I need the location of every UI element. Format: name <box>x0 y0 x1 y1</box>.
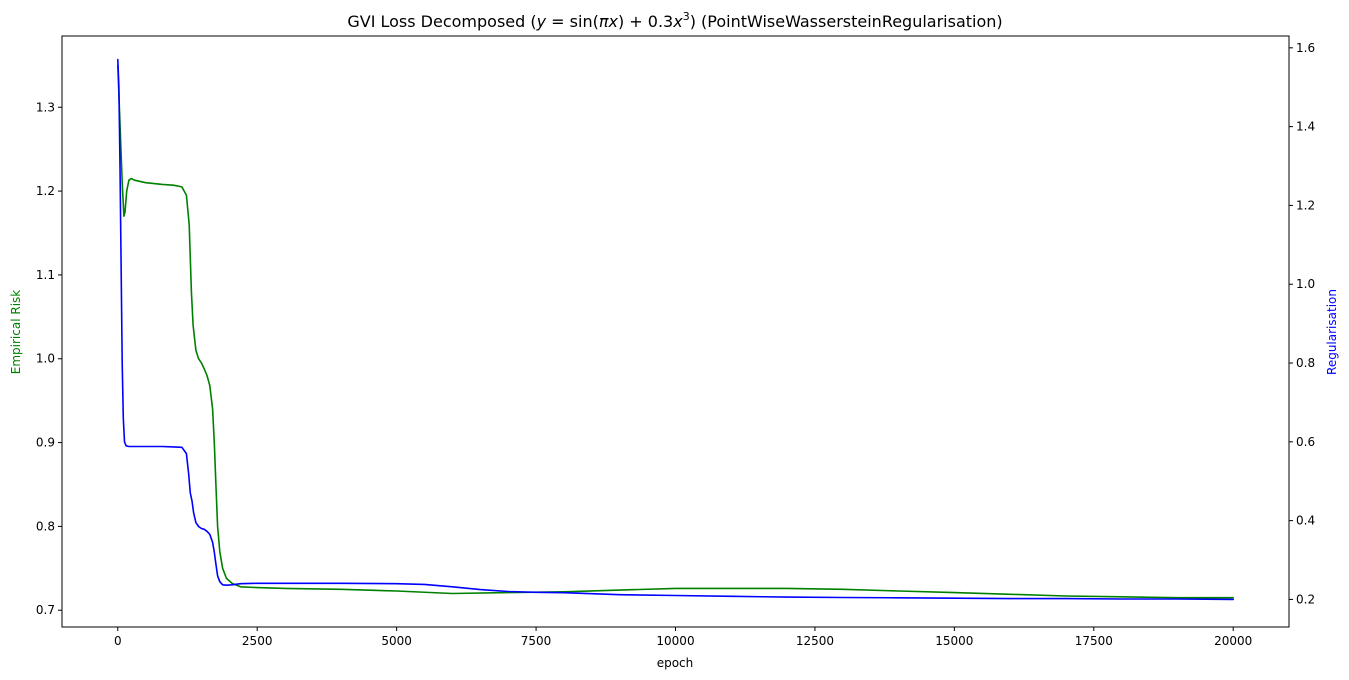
x-axis-ticks: 0 2500 5000 7500 10000 12500 15000 17500 20000 <box>114 627 1252 648</box>
x-tick-label: 0 <box>114 634 122 648</box>
right-y-tick-label: 0.8 <box>1296 356 1315 370</box>
x-tick-label: 20000 <box>1214 634 1252 648</box>
left-y-tick-label: 1.1 <box>36 268 55 282</box>
empirical-risk-line <box>117 64 1234 599</box>
series-group <box>117 58 1234 601</box>
x-tick-label: 15000 <box>935 634 973 648</box>
right-y-axis-label: Regularisation <box>1325 289 1339 375</box>
left-y-tick-label: 0.8 <box>36 519 55 533</box>
left-y-axis-label: Empirical Risk <box>9 290 23 375</box>
left-y-tick-label: 1.3 <box>36 100 55 114</box>
x-tick-label: 2500 <box>242 634 273 648</box>
left-y-tick-label: 0.9 <box>36 436 55 450</box>
right-y-tick-label: 0.4 <box>1296 514 1315 528</box>
x-tick-label: 12500 <box>796 634 834 648</box>
left-y-tick-label: 1.0 <box>36 352 55 366</box>
right-y-tick-label: 1.0 <box>1296 277 1315 291</box>
right-y-tick-label: 1.6 <box>1296 41 1315 55</box>
right-y-axis-ticks: 0.2 0.4 0.6 0.8 1.0 1.2 1.4 1.6 <box>1289 41 1315 606</box>
x-tick-label: 10000 <box>656 634 694 648</box>
right-y-tick-label: 1.4 <box>1296 120 1315 134</box>
right-y-tick-label: 1.2 <box>1296 198 1315 212</box>
left-y-tick-label: 0.7 <box>36 603 55 617</box>
right-y-tick-label: 0.2 <box>1296 592 1315 606</box>
plot-frame <box>61 35 1290 628</box>
x-tick-label: 17500 <box>1075 634 1113 648</box>
right-y-tick-label: 0.6 <box>1296 435 1315 449</box>
chart-title: GVI Loss Decomposed (y = sin(πx) + 0.3x3… <box>347 10 1002 31</box>
left-y-tick-label: 1.2 <box>36 184 55 198</box>
x-tick-label: 7500 <box>521 634 552 648</box>
x-tick-label: 5000 <box>381 634 412 648</box>
x-axis-label: epoch <box>657 656 694 670</box>
regularisation-line <box>117 58 1234 601</box>
left-y-axis-ticks: 0.7 0.8 0.9 1.0 1.1 1.2 1.3 <box>36 100 62 617</box>
